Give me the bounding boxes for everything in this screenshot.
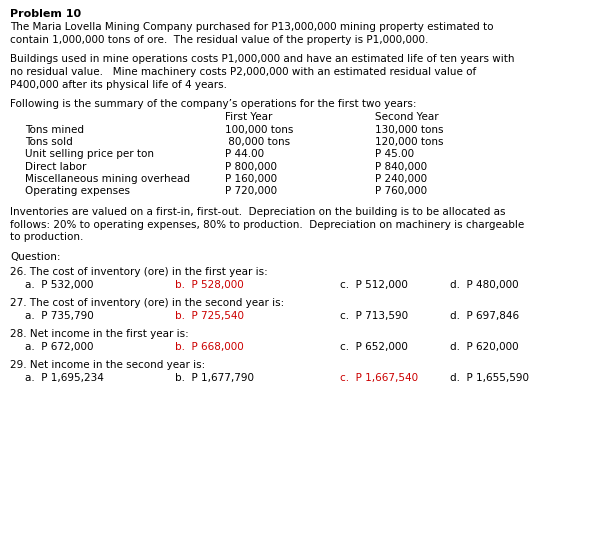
Text: Miscellaneous mining overhead: Miscellaneous mining overhead [25, 174, 190, 184]
Text: a.  P 735,790: a. P 735,790 [25, 310, 94, 321]
Text: b.  P 668,000: b. P 668,000 [175, 342, 243, 352]
Text: The Maria Lovella Mining Company purchased for P13,000,000 mining property estim: The Maria Lovella Mining Company purchas… [10, 23, 493, 32]
Text: d.  P 480,000: d. P 480,000 [450, 280, 519, 289]
Text: Tons sold: Tons sold [25, 137, 73, 147]
Text: Buildings used in mine operations costs P1,000,000 and have an estimated life of: Buildings used in mine operations costs … [10, 54, 515, 65]
Text: b.  P 1,677,790: b. P 1,677,790 [175, 372, 254, 383]
Text: P 760,000: P 760,000 [375, 186, 427, 196]
Text: Problem 10: Problem 10 [10, 9, 81, 19]
Text: Direct labor: Direct labor [25, 162, 86, 171]
Text: follows: 20% to operating expenses, 80% to production.  Depreciation on machiner: follows: 20% to operating expenses, 80% … [10, 220, 524, 230]
Text: P 840,000: P 840,000 [375, 162, 427, 171]
Text: P 45.00: P 45.00 [375, 149, 414, 160]
Text: P 160,000: P 160,000 [225, 174, 277, 184]
Text: a.  P 532,000: a. P 532,000 [25, 280, 93, 289]
Text: Operating expenses: Operating expenses [25, 186, 130, 196]
Text: 29. Net income in the second year is:: 29. Net income in the second year is: [10, 360, 205, 370]
Text: Unit selling price per ton: Unit selling price per ton [25, 149, 154, 160]
Text: c.  P 1,667,540: c. P 1,667,540 [340, 372, 418, 383]
Text: Following is the summary of the company’s operations for the first two years:: Following is the summary of the company’… [10, 99, 417, 109]
Text: P 800,000: P 800,000 [225, 162, 277, 171]
Text: d.  P 620,000: d. P 620,000 [450, 342, 519, 352]
Text: b.  P 528,000: b. P 528,000 [175, 280, 243, 289]
Text: 100,000 tons: 100,000 tons [225, 125, 293, 135]
Text: d.  P 697,846: d. P 697,846 [450, 310, 519, 321]
Text: a.  P 1,695,234: a. P 1,695,234 [25, 372, 104, 383]
Text: 80,000 tons: 80,000 tons [225, 137, 290, 147]
Text: c.  P 652,000: c. P 652,000 [340, 342, 408, 352]
Text: 130,000 tons: 130,000 tons [375, 125, 443, 135]
Text: P400,000 after its physical life of 4 years.: P400,000 after its physical life of 4 ye… [10, 79, 227, 89]
Text: 28. Net income in the first year is:: 28. Net income in the first year is: [10, 329, 189, 339]
Text: Second Year: Second Year [375, 113, 439, 122]
Text: First Year: First Year [225, 113, 272, 122]
Text: 27. The cost of inventory (ore) in the second year is:: 27. The cost of inventory (ore) in the s… [10, 298, 284, 308]
Text: P 720,000: P 720,000 [225, 186, 277, 196]
Text: a.  P 672,000: a. P 672,000 [25, 342, 93, 352]
Text: contain 1,000,000 tons of ore.  The residual value of the property is P1,000,000: contain 1,000,000 tons of ore. The resid… [10, 35, 428, 45]
Text: c.  P 713,590: c. P 713,590 [340, 310, 408, 321]
Text: P 240,000: P 240,000 [375, 174, 427, 184]
Text: P 44.00: P 44.00 [225, 149, 264, 160]
Text: b.  P 725,540: b. P 725,540 [175, 310, 244, 321]
Text: 26. The cost of inventory (ore) in the first year is:: 26. The cost of inventory (ore) in the f… [10, 267, 268, 277]
Text: 120,000 tons: 120,000 tons [375, 137, 443, 147]
Text: to production.: to production. [10, 232, 83, 242]
Text: d.  P 1,655,590: d. P 1,655,590 [450, 372, 529, 383]
Text: c.  P 512,000: c. P 512,000 [340, 280, 408, 289]
Text: Inventories are valued on a first-in, first-out.  Depreciation on the building i: Inventories are valued on a first-in, fi… [10, 207, 505, 217]
Text: Question:: Question: [10, 252, 60, 262]
Text: no residual value.   Mine machinery costs P2,000,000 with an estimated residual : no residual value. Mine machinery costs … [10, 67, 476, 77]
Text: Tons mined: Tons mined [25, 125, 84, 135]
